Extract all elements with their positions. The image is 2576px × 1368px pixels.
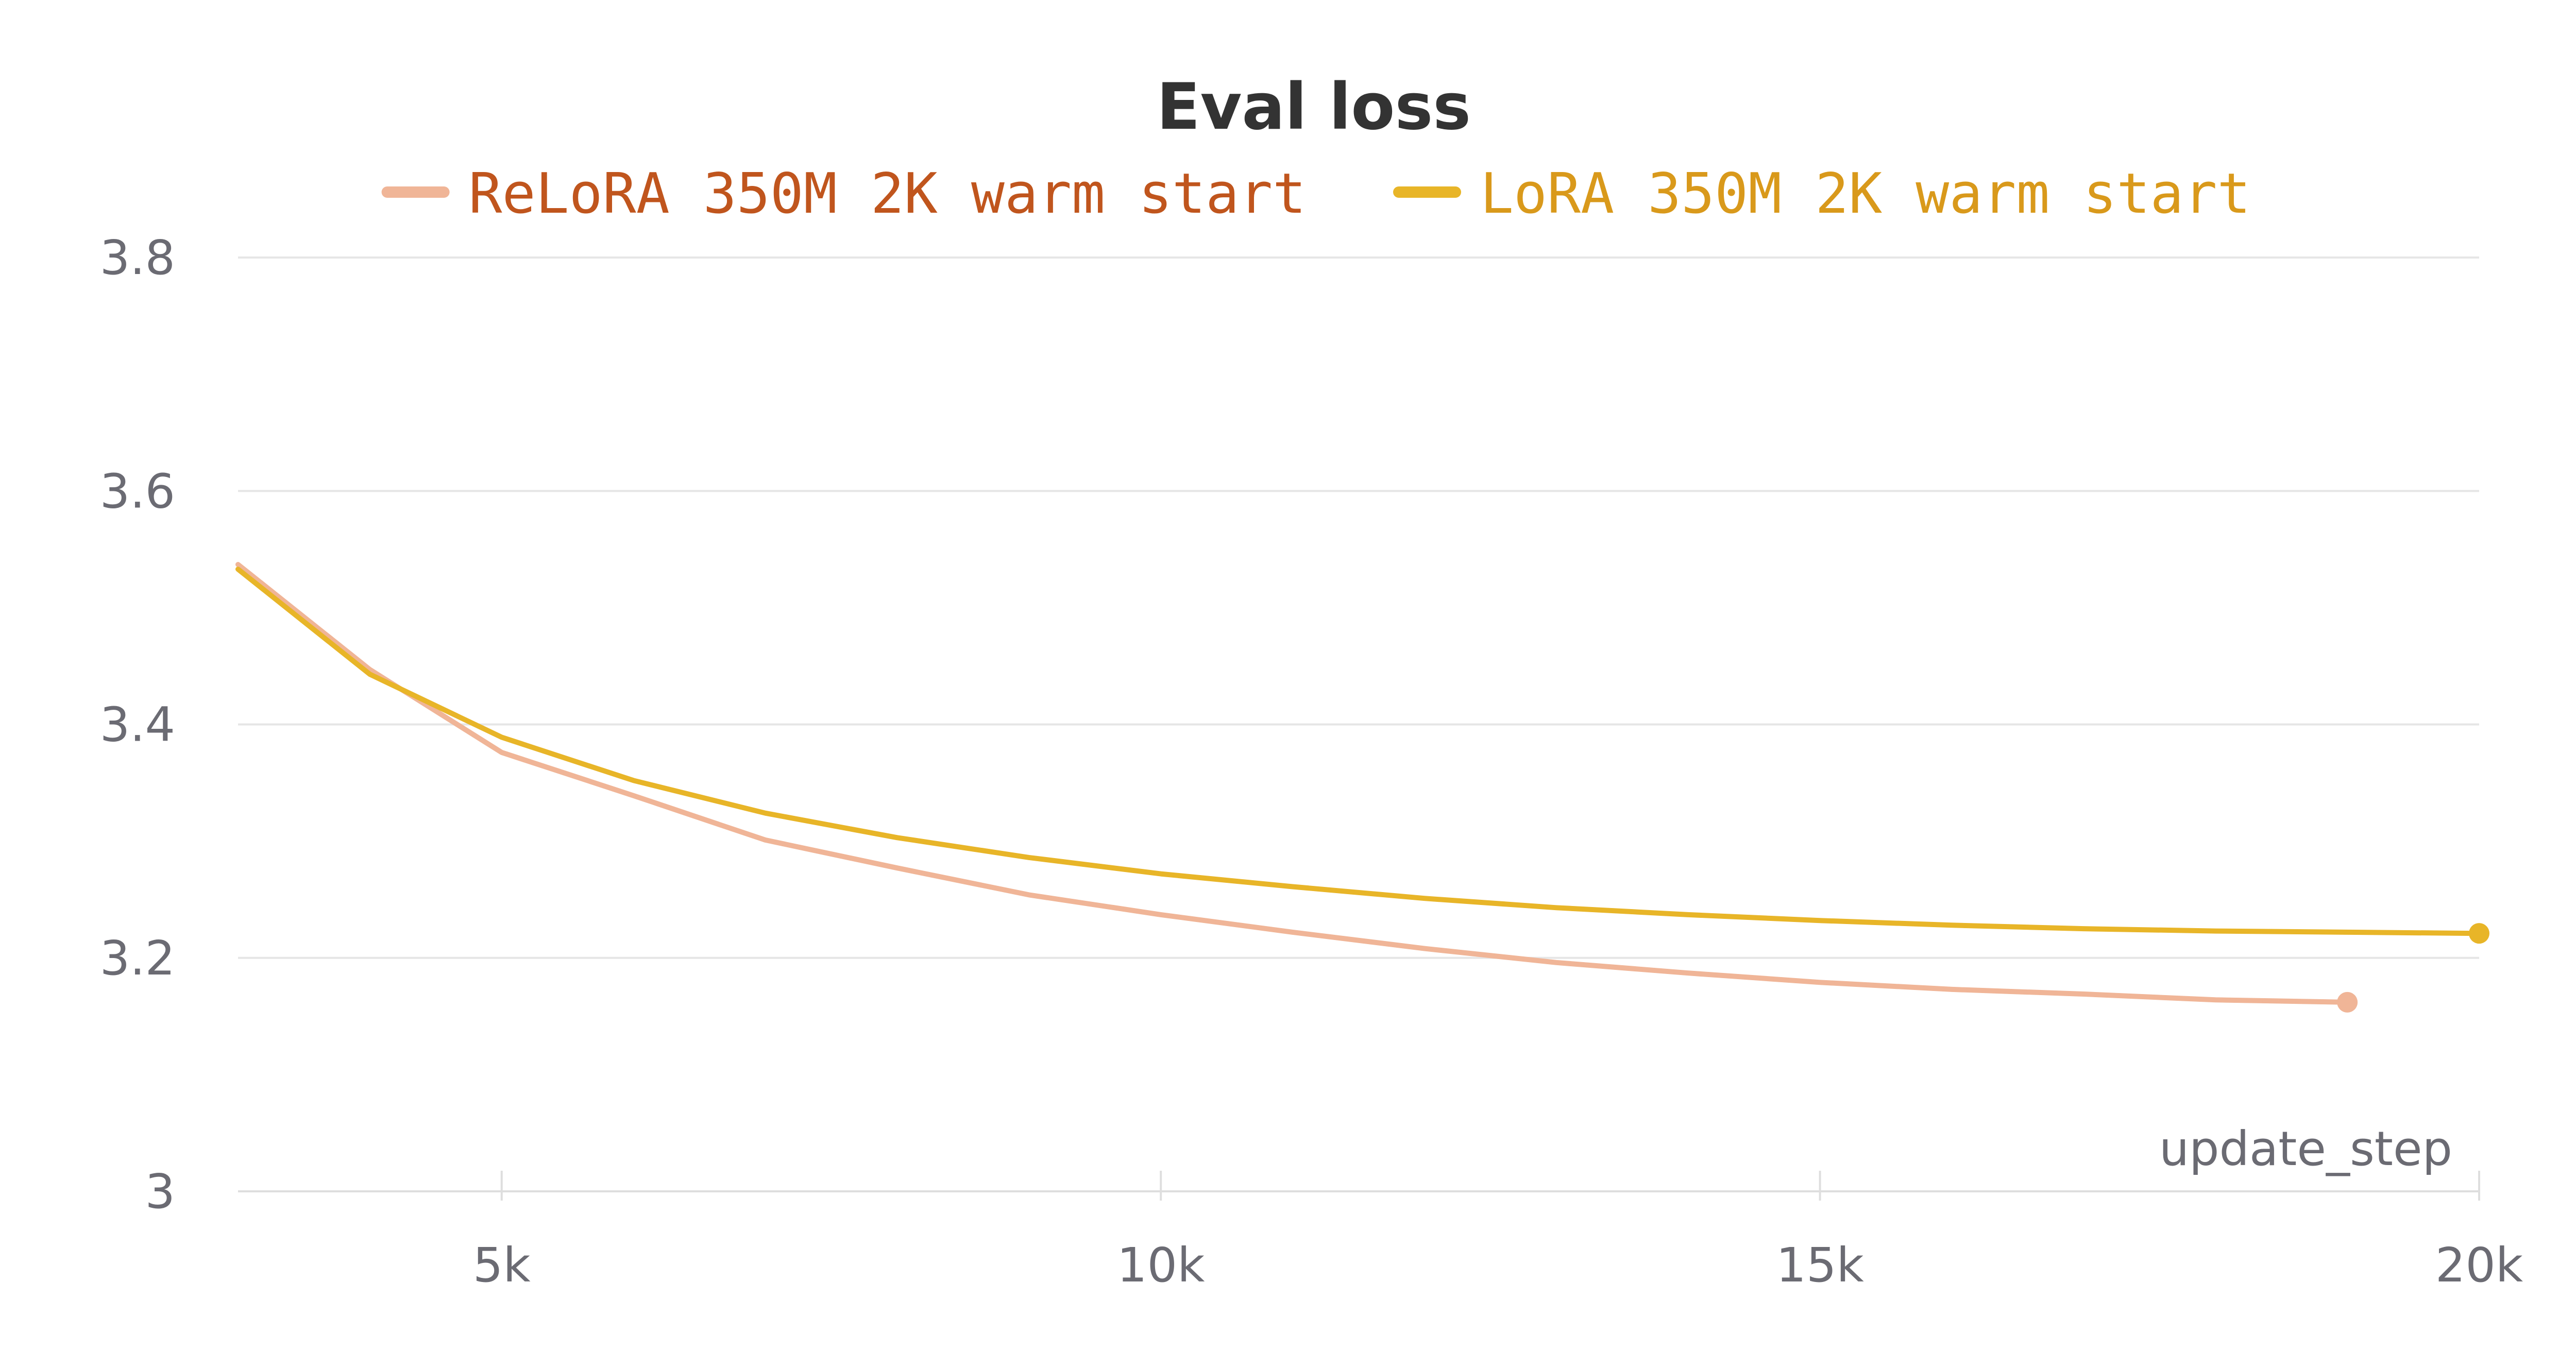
series-end-point-2 [2469,923,2489,944]
chart-title: Eval loss [1157,70,1471,144]
y-tick-label: 3.8 [100,230,175,285]
y-tick-label: 3.6 [100,464,175,519]
x-tick-label: 20k [2435,1238,2523,1293]
legend-label: ReLoRA 350M 2K warm start [469,162,1307,226]
y-tick-label: 3 [145,1164,175,1219]
x-tick-label: 15k [1776,1238,1864,1293]
series-line-2 [235,567,2482,936]
x-tick-label: 5k [473,1238,531,1293]
legend-label: LoRA 350M 2K warm start [1480,162,2251,226]
series-lines [235,562,2489,1013]
x-axis-label: update_step [2159,1121,2452,1176]
x-tick-label: 10k [1117,1238,1205,1293]
legend: ReLoRA 350M 2K warm start LoRA 350M 2K wa… [381,162,2251,226]
y-tick-label: 3.2 [100,931,175,986]
grid-lines [238,256,2479,959]
series-end-point-1 [2337,991,2358,1013]
axes: 3 3.2 3.4 3.6 3.8 5k 10k 15k 20k [100,230,2523,1293]
y-tick-label: 3.4 [100,697,175,753]
series-line-1 [235,562,2350,1005]
